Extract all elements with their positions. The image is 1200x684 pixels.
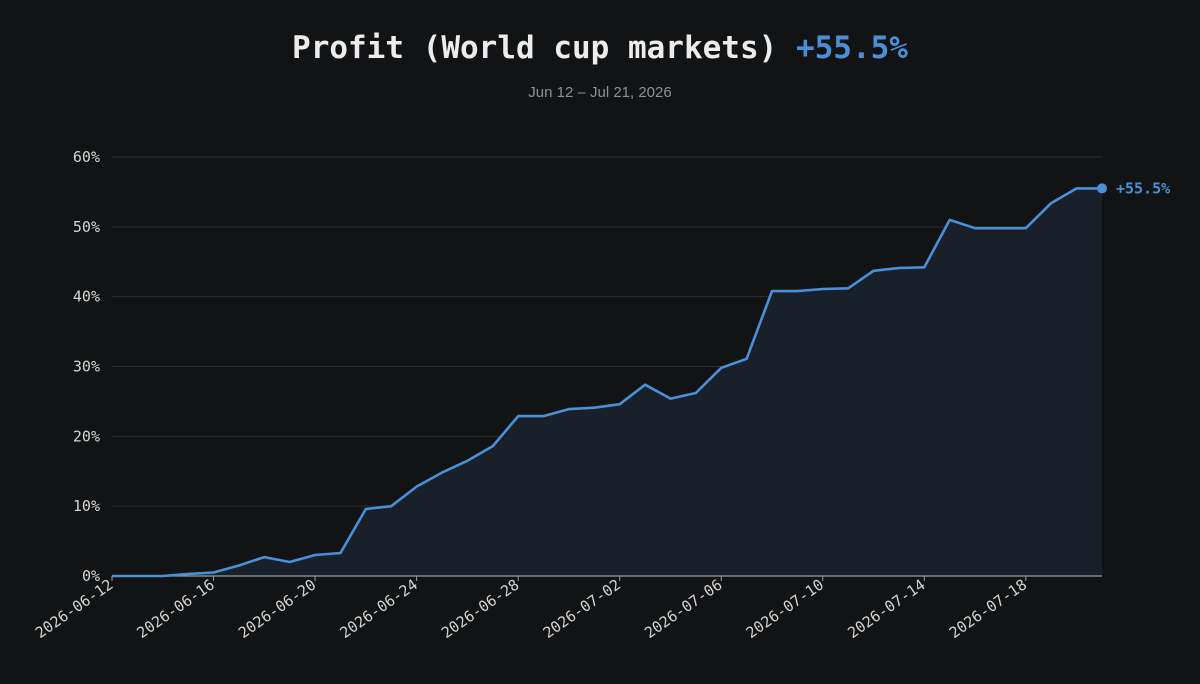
data-point: [135, 574, 139, 578]
data-point: [999, 226, 1003, 230]
data-point: [262, 555, 266, 559]
y-tick-label: 30%: [73, 358, 100, 376]
x-tick-label: 2026-06-16: [134, 576, 218, 643]
y-tick-label: 10%: [73, 497, 100, 515]
data-point: [745, 357, 749, 361]
data-point: [339, 551, 343, 555]
data-point: [364, 507, 368, 511]
data-point: [770, 289, 774, 293]
y-tick-label: 50%: [73, 218, 100, 236]
series-area: [112, 188, 1102, 576]
end-value-label: +55.5%: [1116, 179, 1170, 197]
y-tick-label: 60%: [73, 148, 100, 166]
data-point: [567, 407, 571, 411]
data-point: [948, 218, 952, 222]
data-point: [1075, 186, 1079, 190]
data-point: [237, 564, 241, 568]
data-point: [440, 471, 444, 475]
y-tick-label: 40%: [73, 288, 100, 306]
x-tick-label: 2026-07-18: [946, 576, 1030, 643]
data-point: [542, 414, 546, 418]
data-point: [795, 289, 799, 293]
x-tick-label: 2026-07-06: [641, 576, 725, 643]
data-point: [669, 397, 673, 401]
data-point: [212, 571, 216, 575]
data-point: [973, 226, 977, 230]
data-point: [643, 383, 647, 387]
data-point: [872, 269, 876, 273]
data-point: [465, 459, 469, 463]
chart-subtitle: Jun 12 – Jul 21, 2026: [528, 84, 672, 101]
data-point: [1024, 226, 1028, 230]
data-point: [161, 574, 165, 578]
x-tick-label: 2026-07-02: [540, 576, 624, 643]
chart-title-value: +55.5%: [795, 30, 908, 66]
data-point: [694, 391, 698, 395]
chart-title: Profit (World cup markets) +55.5%: [0, 30, 1200, 66]
x-tick-label: 2026-07-10: [743, 576, 827, 643]
data-point: [186, 572, 190, 576]
x-tick-label: 2026-07-14: [844, 576, 928, 643]
data-point: [618, 402, 622, 406]
data-point: [592, 406, 596, 410]
data-point: [897, 266, 901, 270]
x-tick-label: 2026-06-28: [438, 576, 522, 643]
data-point: [1049, 201, 1053, 205]
data-point: [491, 444, 495, 448]
series-line: [112, 187, 1102, 578]
x-tick-label: 2026-06-20: [235, 576, 319, 643]
x-tick-label: 2026-06-24: [337, 576, 421, 643]
x-tick-label: 2026-06-12: [32, 576, 116, 643]
data-point: [313, 553, 317, 557]
data-point: [846, 286, 850, 290]
data-point: [922, 265, 926, 269]
y-tick-label: 0%: [82, 567, 100, 585]
data-point: [719, 366, 723, 370]
data-point: [415, 485, 419, 489]
data-point: [389, 504, 393, 508]
y-tick-label: 20%: [73, 427, 100, 445]
data-point: [821, 287, 825, 291]
data-point: [288, 560, 292, 564]
chart-title-text: Profit (World cup markets): [292, 30, 778, 66]
data-point: [516, 414, 520, 418]
end-point-marker: [1097, 183, 1107, 194]
